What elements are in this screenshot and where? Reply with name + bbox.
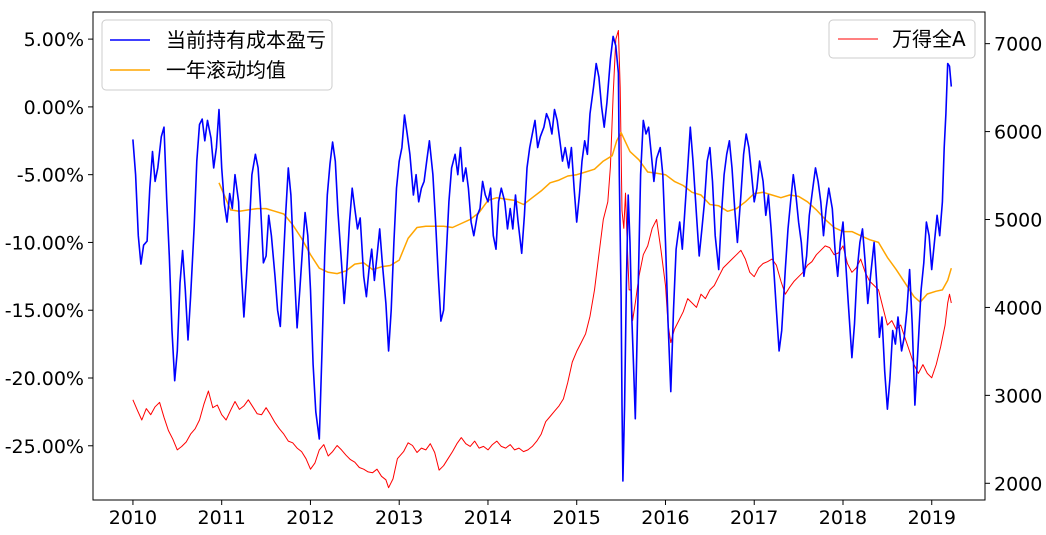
x-tick-label: 2012: [286, 507, 334, 529]
legend-right: 万得全A: [828, 19, 976, 59]
x-tick-label: 2015: [553, 507, 601, 529]
legend-left-box: [101, 19, 333, 91]
legend-label-wind-all-a: 万得全A: [892, 27, 966, 51]
x-tick-label: 2014: [464, 507, 512, 529]
x-tick-label: 2018: [819, 507, 867, 529]
legend-label-cost-pnl: 当前持有成本盈亏: [166, 28, 326, 52]
series-line-cost-pnl: [132, 35, 953, 482]
y-right-tick-label: 3000: [994, 385, 1042, 407]
x-tick-label: 2013: [375, 507, 423, 529]
series-line-rolling-mean: [218, 131, 953, 303]
x-tick-label: 2017: [730, 507, 778, 529]
x-tick-label: 2011: [198, 507, 246, 529]
y-left-tick-label: -15.00%: [5, 300, 84, 322]
legend-left: 当前持有成本盈亏 一年滚动均值: [101, 19, 333, 91]
y-left-tick-label: 0.00%: [24, 97, 84, 119]
y-right-tick-label: 2000: [994, 473, 1042, 495]
x-tick-label: 2019: [908, 507, 956, 529]
y-left-tick-label: -25.00%: [5, 436, 84, 458]
x-tick-label: 2010: [109, 507, 157, 529]
y-right-tick-label: 5000: [994, 210, 1042, 232]
y-left-tick-label: 5.00%: [24, 29, 84, 51]
series-line-wind-all-a: [132, 30, 952, 489]
y-right-tick-label: 6000: [994, 122, 1042, 144]
series-layer: [132, 30, 953, 489]
y-right-tick-label: 4000: [994, 297, 1042, 319]
x-tick-label: 2016: [641, 507, 689, 529]
y-left-tick-label: -5.00%: [17, 165, 84, 187]
legend-right-box: [828, 19, 976, 59]
y-right-tick-label: 7000: [994, 34, 1042, 56]
legend-label-rolling-mean: 一年滚动均值: [166, 58, 286, 82]
y-left-tick-label: -10.00%: [5, 232, 84, 254]
axis-layer: 2010 2011 2012 2013 2014 2015 2016 2017 2018 2019…: [5, 29, 1043, 529]
y-left-tick-label: -20.00%: [5, 368, 84, 390]
